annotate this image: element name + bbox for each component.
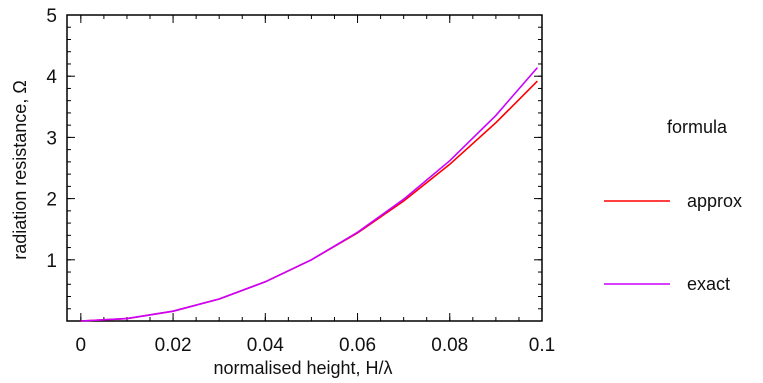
legend-label-exact: exact xyxy=(687,274,730,294)
y-tick-label: 1 xyxy=(46,251,57,272)
y-tick-label: 3 xyxy=(46,128,57,149)
y-tick-labels: 1 2 3 4 5 xyxy=(46,6,57,272)
legend: formula approx exact xyxy=(604,117,742,294)
x-tick-label: 0.06 xyxy=(339,335,376,356)
y-tick-label: 2 xyxy=(46,190,57,211)
x-tick-label: 0.02 xyxy=(155,335,192,356)
x-tick-label: 0 xyxy=(76,335,87,356)
legend-title: formula xyxy=(667,117,728,137)
x-tick-labels: 0 0.02 0.04 0.06 0.08 0.1 xyxy=(76,335,556,356)
series-line-approx xyxy=(80,80,538,322)
x-tick-label: 0.08 xyxy=(431,335,468,356)
series-line-exact xyxy=(80,67,539,322)
y-axis-label: radiation resistance, Ω xyxy=(10,80,30,260)
axis-ticks xyxy=(67,14,543,321)
x-tick-label: 0.04 xyxy=(247,335,284,356)
series-lines xyxy=(80,67,539,322)
x-tick-label: 0.1 xyxy=(529,335,555,356)
plot-frame xyxy=(66,14,543,322)
y-tick-label: 4 xyxy=(46,67,57,88)
y-tick-label: 5 xyxy=(46,6,57,27)
legend-label-approx: approx xyxy=(687,191,742,211)
x-axis-label: normalised height, H/λ xyxy=(213,358,392,378)
